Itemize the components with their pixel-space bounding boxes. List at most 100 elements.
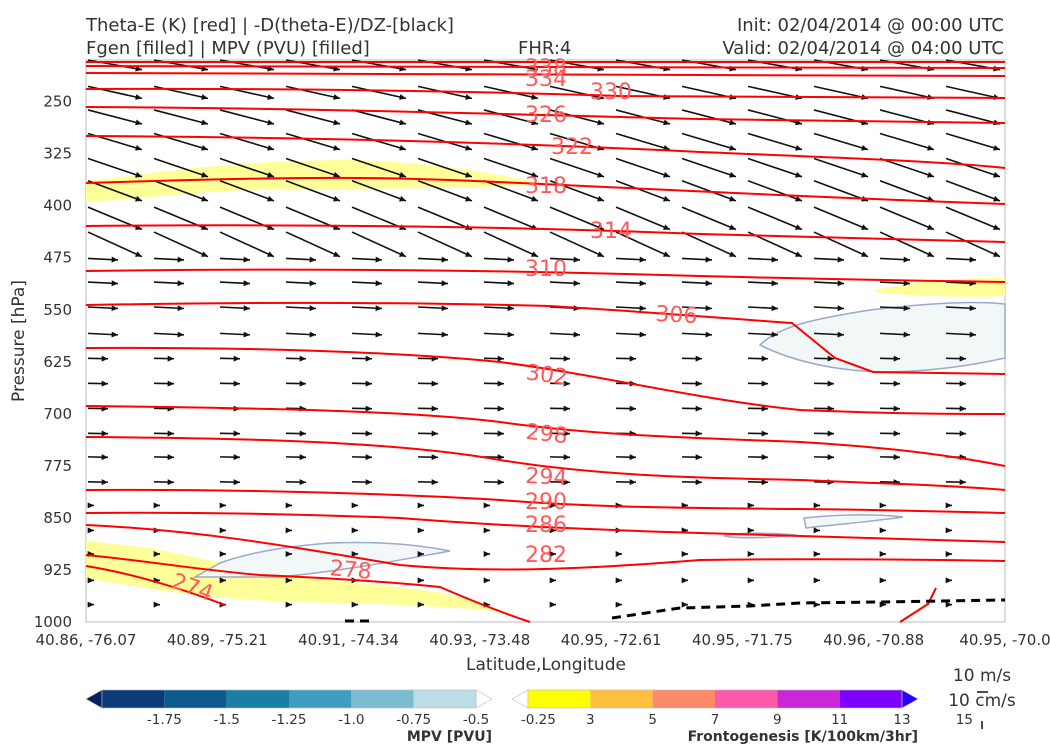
wind-vector-head (243, 305, 250, 312)
wind-vector (681, 157, 737, 178)
wind-vector-head (597, 224, 604, 230)
wind-vector (681, 179, 737, 202)
mpv-colorbar-swatch (102, 690, 165, 708)
wind-vector (483, 109, 539, 125)
wind-vector-head (167, 355, 174, 362)
wind-vector-head (861, 224, 868, 230)
wind-vector (219, 157, 275, 178)
wind-vector-head (351, 551, 358, 557)
wind-vector (615, 132, 671, 151)
wind-vector-head (201, 119, 208, 126)
wind-vector-head (431, 405, 438, 412)
wind-vector-head (747, 527, 754, 534)
wind-vector (87, 179, 143, 202)
wind-vector-head (663, 224, 670, 230)
wind-vector-head (761, 454, 768, 461)
wind-vector (945, 179, 1001, 202)
wind-vector (351, 132, 407, 151)
wind-vector-head (219, 527, 226, 534)
fgen-colorbar-tick-label: 15 (956, 712, 973, 728)
theta-e-label: 278 (329, 556, 373, 585)
wind-vector-head (285, 601, 292, 608)
wind-vector (351, 109, 407, 125)
wind-vector (879, 231, 935, 258)
wind-vector (615, 179, 671, 202)
theta-e-label: 334 (525, 67, 567, 92)
wind-vector-head (549, 601, 556, 608)
wind-vector-head (903, 305, 910, 312)
wind-vector (813, 206, 869, 231)
wind-vector-head (243, 280, 250, 287)
wind-vector-head (111, 256, 118, 263)
theta-e-label: 314 (590, 219, 632, 244)
wind-vector-head (813, 601, 820, 608)
wind-vector-head (549, 551, 556, 557)
x-tick-label: 40.91, -74.34 (298, 631, 399, 649)
mpv-fill (192, 541, 451, 578)
theta-e-contour (85, 511, 1006, 543)
wind-vector-head (663, 119, 670, 126)
wind-vector-head (597, 195, 604, 202)
y-axis-ticks: 250 325 400 475 550 625 700 775 850 925 1000 (34, 93, 72, 631)
wind-vector-head (837, 331, 844, 338)
wind-vector-head (993, 195, 1000, 202)
wind-vector-head (771, 331, 778, 338)
wind-vector-head (813, 527, 820, 534)
wind-vector-head (365, 355, 372, 362)
fgen-colorbar-tick-label: 11 (831, 712, 848, 728)
wind-vector (153, 231, 209, 258)
wind-vector-head (827, 380, 834, 387)
wind-vector-head (441, 280, 448, 287)
theta-e-contour (85, 565, 226, 606)
x-axis-ticks: 40.86, -76.07 40.89, -75.21 40.91, -74.34 4… (36, 631, 1050, 649)
wind-vector-head (827, 405, 834, 412)
wind-vector-head (531, 171, 538, 178)
theta-e-contour (85, 301, 1006, 375)
wind-vector (945, 157, 1001, 178)
wind-vector-head (101, 380, 108, 387)
theta-e-label: 310 (525, 257, 567, 282)
wind-vector-head (465, 195, 472, 202)
wind-vector-head (597, 171, 604, 178)
wind-vector-head (879, 502, 886, 509)
wind-vector (87, 231, 143, 258)
theta-e-label: 322 (551, 135, 593, 160)
wind-vector-head (531, 195, 538, 202)
wind-vector-head (597, 119, 604, 126)
wind-vector-head (959, 355, 966, 362)
y-tick-label: 550 (43, 301, 72, 319)
wind-vector (351, 179, 407, 202)
wind-vector (879, 132, 935, 151)
wind-vector-head (893, 405, 900, 412)
fgen-colorbar-swatch (652, 690, 715, 708)
wind-vector (681, 132, 737, 151)
wind-vector-head (903, 331, 910, 338)
wind-vector (945, 109, 1001, 125)
wind-vector (549, 109, 605, 125)
mpv-colorbar-tick-label: -0.25 (521, 712, 556, 728)
x-tick-label: 40.89, -75.21 (167, 631, 268, 649)
wind-vector-head (879, 551, 886, 557)
wind-vector-head (615, 601, 622, 608)
wind-vector-head (111, 305, 118, 312)
wind-vector-head (497, 454, 504, 461)
wind-vector-head (747, 551, 754, 557)
wind-vector-head (629, 479, 636, 486)
wind-vector-head (483, 502, 490, 509)
wind-vector-head (399, 171, 406, 178)
wind-vector-head (309, 256, 316, 263)
wind-vector-head (483, 527, 490, 534)
wind-vector-head (101, 454, 108, 461)
wind-vector-head (167, 479, 174, 486)
wind-vector-head (153, 502, 160, 509)
wind-vector-head (615, 551, 622, 557)
wind-vector-head (695, 355, 702, 362)
theta-e-contour (899, 587, 937, 623)
mpv-colorbar-swatch (164, 690, 227, 708)
wind-vector-head (135, 94, 142, 100)
wind-vector-head (201, 144, 208, 151)
theta-e-contour (85, 524, 1006, 571)
wind-vector-head (639, 256, 646, 263)
wind-vector (813, 231, 869, 258)
